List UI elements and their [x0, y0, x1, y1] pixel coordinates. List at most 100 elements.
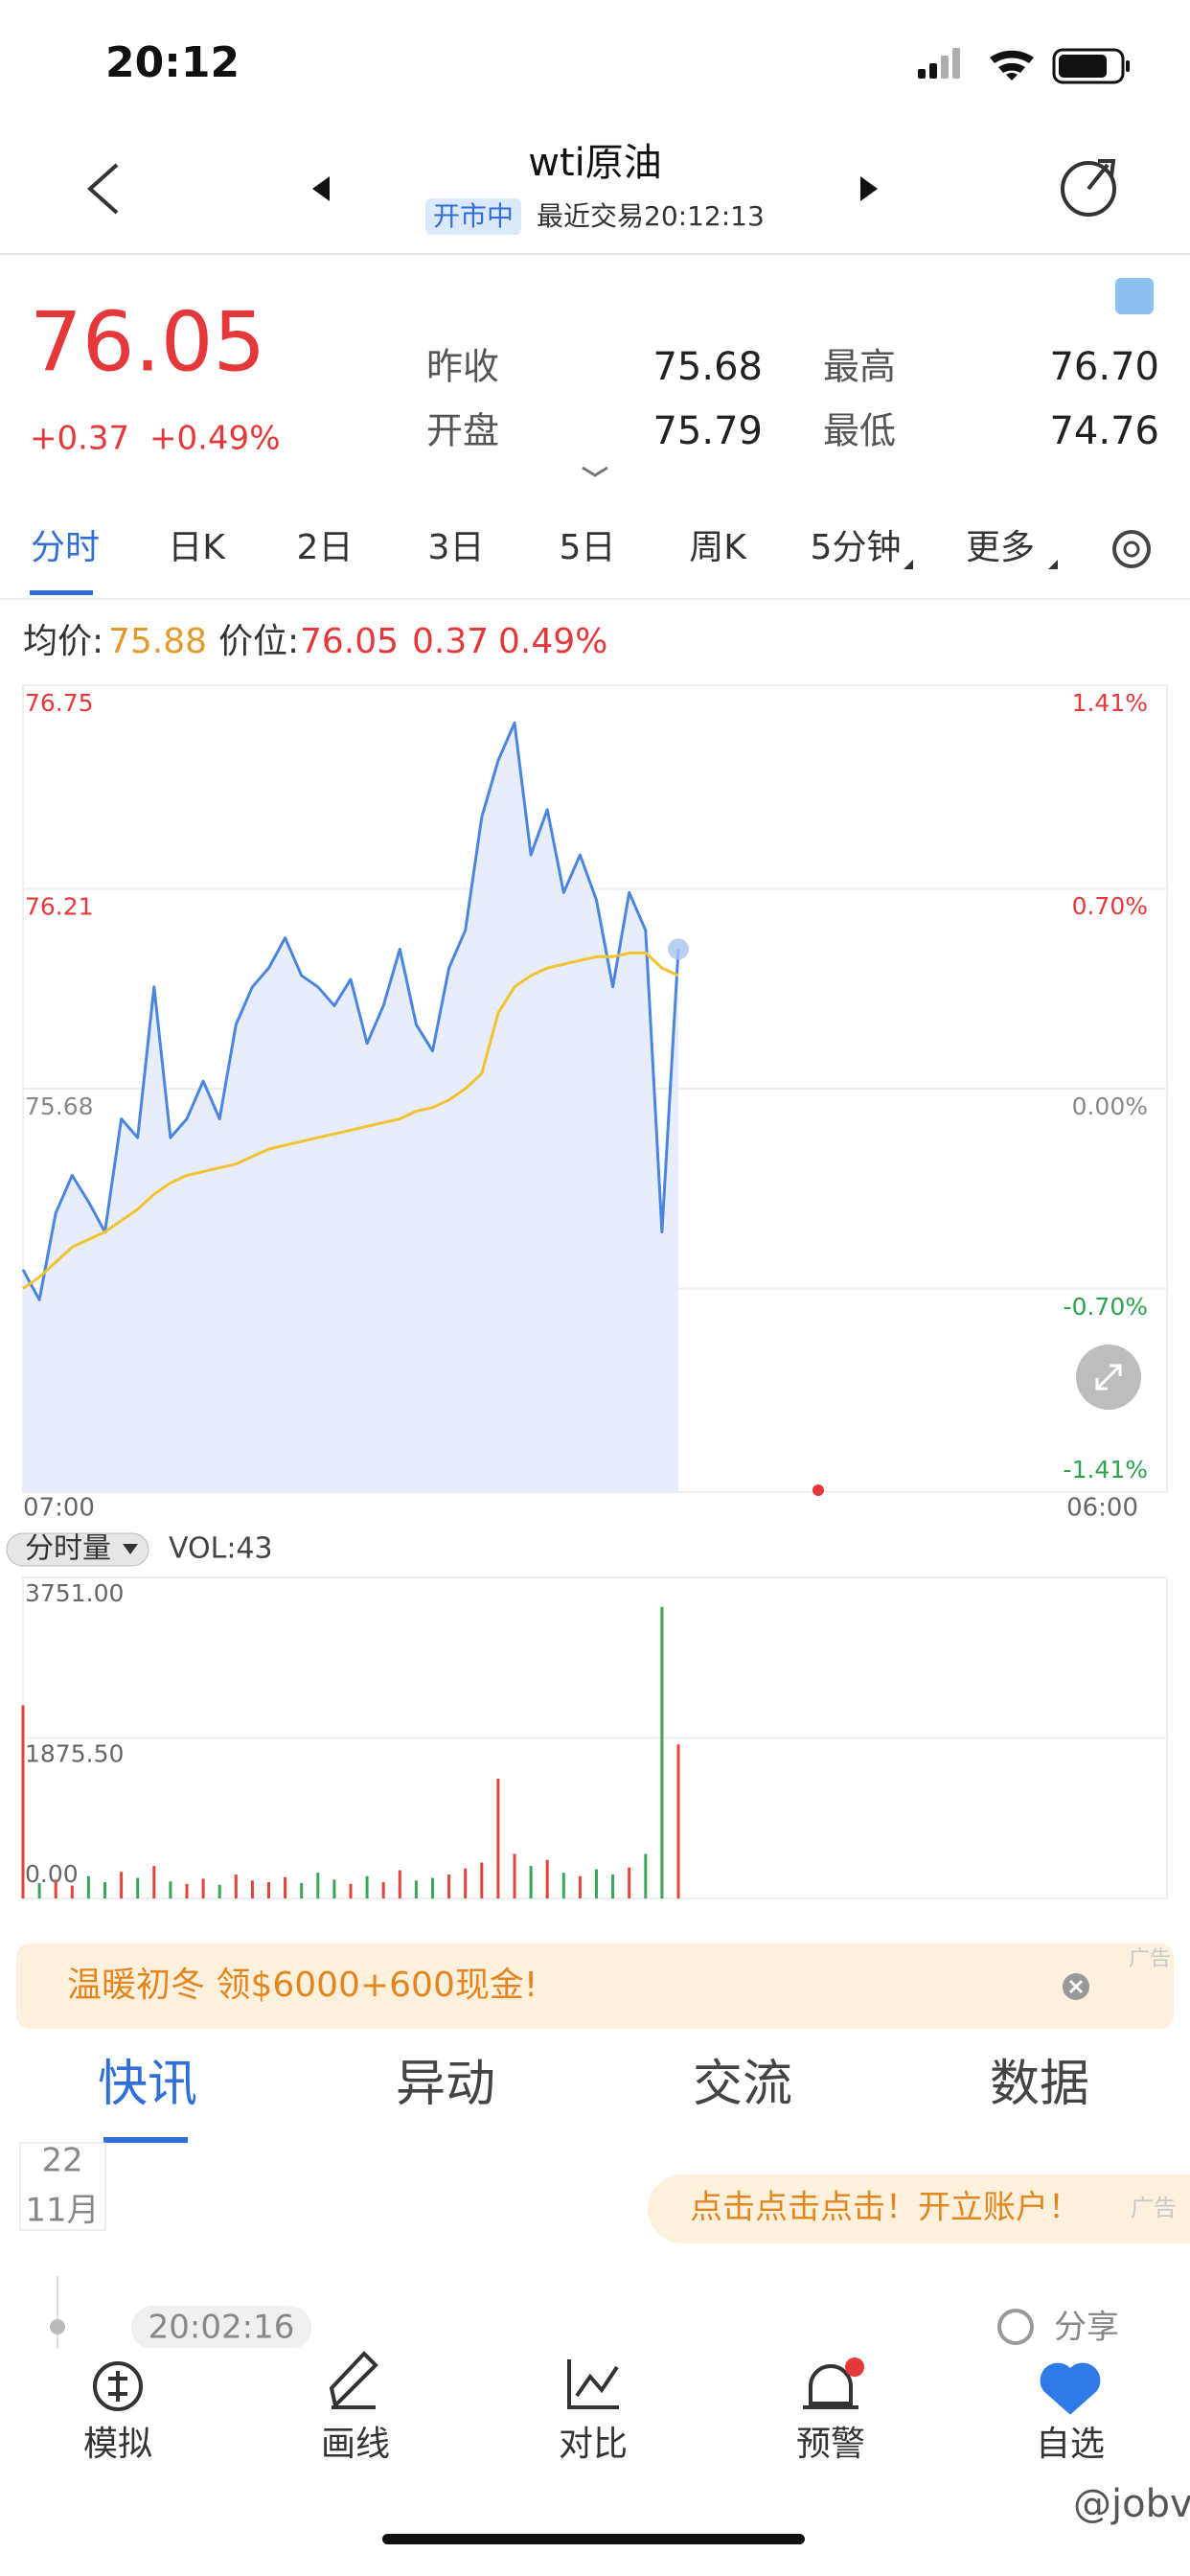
stat-value: 76.70 [1049, 345, 1159, 389]
volume-bar [86, 1875, 90, 1898]
volume-bar [70, 1885, 74, 1898]
price-chart: 76.7576.2175.6875.1574.611.41%0.70%0.00%… [21, 684, 1167, 1523]
news-tab[interactable]: 快讯 [98, 2056, 197, 2113]
news-tabs: 快讯 异动 交流 数据 [98, 2056, 1089, 2113]
tab-caret [904, 560, 913, 569]
last-trade: 最近交易20:12:13 [537, 200, 765, 232]
settings-button[interactable] [1112, 530, 1151, 568]
stat-value: 75.68 [652, 345, 763, 389]
volume-bar [545, 1859, 549, 1898]
y2-tick-label: -0.70% [1064, 1293, 1148, 1321]
volume-bar [628, 1867, 631, 1898]
volume-bar [660, 1606, 664, 1898]
nav-item[interactable]: 对比 [559, 2425, 628, 2464]
period-tab[interactable]: 更多 [966, 528, 1035, 567]
back-button[interactable] [86, 163, 119, 215]
change-pct-value: 0.49% [498, 622, 607, 661]
avg-label: 均价: [23, 622, 103, 661]
tab-indicator [30, 590, 93, 595]
volume-bar [611, 1874, 615, 1898]
price-change-pct: +0.49% [149, 420, 281, 458]
volume-bar [185, 1883, 189, 1898]
banner-text: 温暖初冬 领$6000+600现金! [67, 1966, 538, 2005]
status-time: 20:12 [105, 38, 240, 87]
tab-caret [1048, 560, 1058, 569]
x-tick-label: 06:00 [1066, 1494, 1138, 1523]
period-tab[interactable]: 3日 [428, 528, 485, 567]
stat-value: 74.76 [1049, 409, 1159, 453]
x-tick-label: 07:00 [23, 1494, 95, 1523]
nav-item[interactable]: 预警 [796, 2425, 865, 2464]
volume-bar [464, 1868, 468, 1898]
prev-button[interactable] [312, 176, 330, 201]
close-icon [1068, 1979, 1084, 1994]
news-tab[interactable]: 数据 [990, 2056, 1089, 2113]
average-line [22, 951, 679, 1290]
y2-tick-label: 1.41% [1072, 689, 1148, 717]
volume-bar [21, 1705, 25, 1898]
price-value: 76.05 [300, 622, 399, 661]
period-tab[interactable]: 2日 [297, 528, 354, 567]
divider [0, 253, 1190, 255]
y2-tick-label: 0.70% [1072, 892, 1148, 920]
period-tab[interactable]: 日K [168, 528, 226, 567]
news-tab[interactable]: 交流 [693, 2056, 792, 2113]
status-badge [425, 198, 521, 235]
date-box [19, 2142, 106, 2231]
share-button[interactable]: 分享 [1054, 2309, 1119, 2347]
period-tab[interactable]: 5日 [560, 528, 616, 567]
stat-label: 最低 [823, 410, 896, 452]
alert-badge [845, 2358, 864, 2377]
volume-bar [250, 1880, 254, 1898]
promo-banner[interactable] [16, 1944, 1174, 2029]
stat-label: 昨收 [426, 346, 499, 388]
chart-icon[interactable] [1115, 278, 1154, 314]
ad-tag: 广告 [1131, 2195, 1177, 2221]
period-tab[interactable]: 周K [689, 528, 747, 567]
volume-bar [54, 1879, 57, 1898]
nav-item[interactable]: 模拟 [83, 2425, 152, 2464]
period-tab[interactable]: 5分钟 [811, 528, 902, 567]
volume-selector[interactable] [6, 1532, 149, 1567]
nav-item[interactable]: 画线 [321, 2425, 390, 2464]
date-day: 22 [41, 2142, 82, 2180]
stat-label: 开盘 [426, 410, 499, 452]
y-tick-label: 76.21 [25, 892, 94, 920]
news-tab-indicator [103, 2137, 188, 2143]
volume-bar [332, 1879, 336, 1898]
selector-caret [123, 1544, 138, 1554]
volume-bar [595, 1869, 598, 1898]
divider [0, 598, 1190, 600]
price-line [21, 721, 680, 1301]
ad-pill[interactable] [648, 2174, 1190, 2243]
volume-bar [365, 1875, 369, 1898]
volume-bar [447, 1874, 451, 1898]
volume-bar [414, 1880, 418, 1898]
y-tick-label: 76.75 [25, 689, 94, 717]
y-tick-label: 1875.50 [25, 1740, 124, 1768]
volume-bar [152, 1866, 156, 1898]
news-tab[interactable]: 异动 [396, 2056, 495, 2113]
timeline-dot [50, 2319, 65, 2334]
volume-chart: 3751.00 1875.50 0.00 [21, 1576, 1167, 1899]
volume-bar [37, 1882, 41, 1898]
change-value: 0.37 [412, 622, 489, 661]
stat-value: 75.79 [652, 409, 763, 453]
nav-item[interactable]: 自选 [1036, 2425, 1105, 2464]
volume-bar [644, 1853, 648, 1898]
expand-chevron[interactable] [582, 466, 608, 477]
nav-icons [93, 2351, 1101, 2415]
feed-time: 20:02:16 [149, 2309, 295, 2347]
volume-bar [201, 1878, 205, 1898]
avg-value: 75.88 [108, 622, 207, 661]
volume-bar [217, 1884, 221, 1898]
volume-bar [676, 1744, 680, 1898]
next-button[interactable] [860, 176, 878, 201]
period-tab[interactable]: 分时 [31, 528, 100, 567]
refresh-button[interactable] [1061, 159, 1116, 217]
volume-bar [381, 1882, 385, 1898]
y-tick-label: 3751.00 [25, 1579, 124, 1607]
home-indicator [382, 2534, 805, 2544]
